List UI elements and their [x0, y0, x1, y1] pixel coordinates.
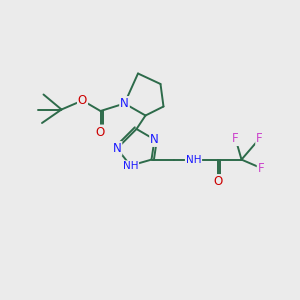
Text: O: O [96, 125, 105, 139]
Text: F: F [232, 132, 239, 145]
Text: O: O [78, 94, 87, 107]
Text: NH: NH [186, 154, 201, 165]
Text: N: N [120, 97, 129, 110]
Text: NH: NH [123, 161, 138, 171]
Text: O: O [213, 175, 222, 188]
Text: F: F [256, 132, 263, 145]
Text: N: N [150, 133, 159, 146]
Text: N: N [112, 142, 122, 155]
Text: F: F [258, 161, 264, 175]
